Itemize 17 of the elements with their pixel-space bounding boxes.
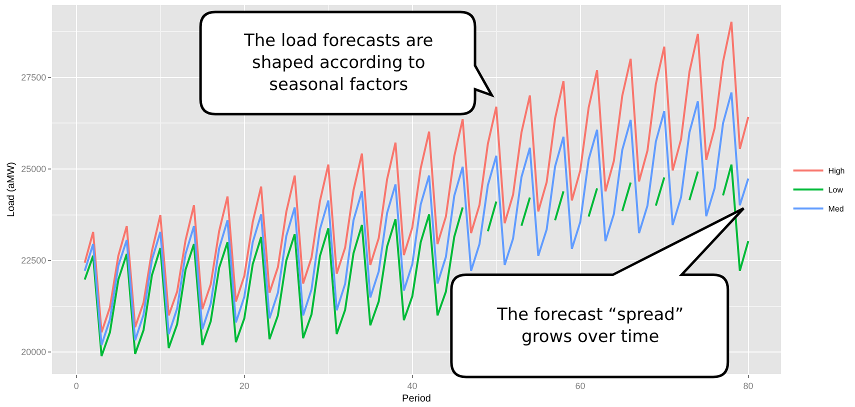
x-tick-label: 80 <box>743 380 754 391</box>
x-axis-title: Period <box>402 393 431 404</box>
x-tick-label: 40 <box>407 380 418 391</box>
y-tick-label: 20000 <box>21 347 46 358</box>
y-tick-label: 25000 <box>21 164 46 174</box>
y-axis-title: Load (aMW) <box>6 162 18 218</box>
y-tick-label: 22500 <box>21 256 46 266</box>
legend-label: High <box>828 166 845 176</box>
x-tick-label: 20 <box>239 380 250 391</box>
legend-label: Med <box>828 204 844 214</box>
line-series <box>84 91 750 346</box>
legend-label: Low <box>828 186 844 195</box>
annotation: The forecast “spread” grows over time <box>496 305 684 348</box>
x-tick-label: 60 <box>575 380 586 391</box>
annotation: The load forecasts are shaped according to seasonal factors <box>243 31 434 96</box>
y-tick-label: 27500 <box>21 72 46 83</box>
x-tick-label: 0 <box>74 380 79 391</box>
